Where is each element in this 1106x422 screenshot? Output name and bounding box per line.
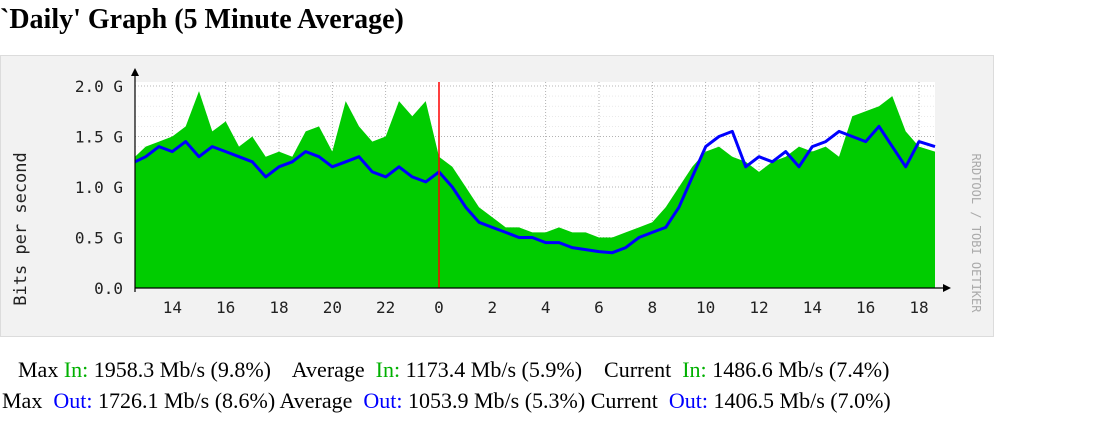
y-tick-label: 0.0: [94, 279, 123, 298]
stats-row-out: Max Out: 1726.1 Mb/s (8.6%) Average Out:…: [2, 386, 891, 416]
x-tick-label: 22: [376, 298, 395, 317]
y-tick-label: 1.0 G: [75, 178, 123, 197]
average-out-value: 1053.9 Mb/s (5.3%): [407, 388, 586, 413]
stats-row-in: Max In: 1958.3 Mb/s (9.8%) Average In: 1…: [18, 355, 889, 385]
x-tick-label: 4: [541, 298, 551, 317]
traffic-graph-svg: 0.0 0.5 G 1.0 G 1.5 G 2.0 G 14 16 18 20 22 0 2 4 6 8 10…: [11, 68, 983, 317]
in-label: In:: [375, 357, 401, 382]
out-series-layer: [134, 124, 936, 255]
max-label: Max: [18, 357, 59, 382]
current-in-value: 1486.6 Mb/s (7.4%): [712, 357, 890, 382]
x-tick-label: 14: [803, 298, 822, 317]
x-tick-label: 18: [909, 298, 928, 317]
out-label: Out:: [668, 388, 709, 413]
x-tick-label: 16: [216, 298, 235, 317]
y-tick-label: 1.5 G: [75, 128, 123, 147]
current-out-value: 1406.5 Mb/s (7.0%): [713, 388, 891, 413]
x-tick-label: 18: [269, 298, 288, 317]
average-in-value: 1173.4 Mb/s (5.9%): [405, 357, 583, 382]
max-out-value: 1726.1 Mb/s (8.6%): [97, 388, 276, 413]
in-label: In:: [63, 357, 89, 382]
y-tick-label: 0.5 G: [75, 229, 123, 248]
max-label: Max: [2, 388, 43, 413]
y-axis-arrow: [131, 68, 139, 76]
traffic-graph: 0.0 0.5 G 1.0 G 1.5 G 2.0 G 14 16 18 20 22 0 2 4 6 8 10…: [0, 55, 994, 337]
y-axis-label: Bits per second: [11, 152, 31, 306]
x-tick-label: 16: [856, 298, 875, 317]
page-title: `Daily' Graph (5 Minute Average): [0, 4, 404, 35]
average-label: Average: [279, 388, 353, 413]
x-tick-label: 20: [323, 298, 342, 317]
average-label: Average: [291, 357, 365, 382]
x-tick-label: 6: [594, 298, 604, 317]
y-tick-label: 2.0 G: [75, 77, 123, 96]
axis-layer: 0.0 0.5 G 1.0 G 1.5 G 2.0 G 14 16 18 20 22 0 2 4 6 8 10…: [75, 68, 951, 317]
out-series-line: [134, 124, 936, 255]
max-in-value: 1958.3 Mb/s (9.8%): [93, 357, 271, 382]
x-axis-arrow: [943, 284, 951, 292]
out-label: Out:: [53, 388, 93, 413]
current-label: Current: [604, 357, 672, 382]
x-tick-label: 0: [434, 298, 444, 317]
rrdtool-watermark: RRDTOOL / TOBI OETIKER: [969, 154, 983, 314]
x-tick-label: 10: [696, 298, 715, 317]
current-label: Current: [590, 388, 658, 413]
x-tick-label: 8: [648, 298, 658, 317]
out-label: Out:: [363, 388, 403, 413]
x-tick-label: 2: [488, 298, 498, 317]
in-series-layer: [135, 91, 935, 288]
in-series-area: [135, 91, 935, 288]
x-tick-label: 12: [749, 298, 768, 317]
x-tick-label: 14: [163, 298, 182, 317]
in-label: In:: [682, 357, 707, 382]
